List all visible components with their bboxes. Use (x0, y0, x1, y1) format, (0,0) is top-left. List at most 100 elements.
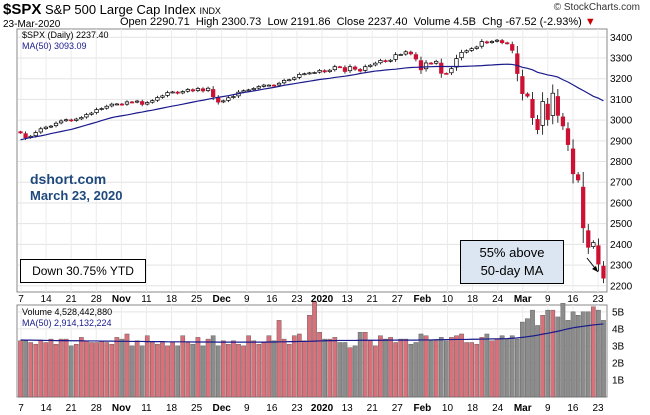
volume-bar (236, 343, 241, 398)
volume-bar (504, 338, 510, 398)
ytd-callout: Down 30.75% YTD (20, 259, 146, 283)
candle-body (175, 91, 180, 94)
volume-bar (580, 311, 586, 398)
candle-body (119, 103, 125, 106)
volume-bar (570, 311, 576, 398)
high-value: High 2300.73 (195, 16, 262, 28)
candle-body (160, 95, 165, 98)
volume-bar (43, 342, 49, 398)
volume-bar (514, 338, 520, 398)
volume-bar (337, 342, 343, 398)
volume-bar (124, 333, 130, 398)
volume-bar (393, 342, 398, 398)
volume-bar (165, 345, 170, 398)
candle-body (555, 96, 560, 116)
volume-tick-label: 1B (612, 375, 625, 386)
volume-bar (205, 338, 211, 398)
x-tick-label: 18 (467, 294, 479, 305)
candle-body (510, 44, 515, 51)
volume-bar (241, 345, 246, 398)
volume-bar (307, 315, 312, 398)
candle-body (287, 79, 292, 82)
candle-body (297, 74, 302, 78)
candle-body (398, 54, 403, 56)
candle-body (378, 60, 383, 64)
x-tick-label: 9 (244, 294, 250, 305)
ma-callout-line2: 50-day MA (480, 263, 544, 278)
candle-body (373, 62, 378, 66)
volume-bar (408, 343, 414, 398)
price-tick-label: 2400 (610, 240, 633, 251)
price-tick-label: 3400 (610, 33, 633, 44)
x-tick-label: 2020 (311, 403, 334, 414)
volume-bar (226, 343, 231, 398)
x-tick-label: 21 (66, 294, 78, 305)
candle-body (474, 46, 479, 49)
candle-body (393, 54, 398, 60)
candle-body (322, 70, 327, 73)
volume-bar (555, 316, 561, 398)
x-tick-label: 28 (91, 294, 103, 305)
candle-body (525, 93, 530, 97)
site-label: dshort.com (30, 171, 107, 187)
x-tick-label: 2020 (311, 294, 334, 305)
price-tick-label: 2700 (610, 178, 633, 189)
candle-body (170, 91, 175, 94)
volume-bar (560, 303, 566, 398)
candle-body (205, 87, 211, 91)
candle-body (211, 89, 216, 98)
candle-body (464, 50, 469, 53)
candle-body (145, 102, 150, 105)
candle-body (155, 97, 160, 101)
x-tick-label: 9 (244, 403, 250, 414)
volume-bar (317, 332, 322, 398)
volume-bar (195, 337, 201, 398)
volume-bar (58, 338, 64, 398)
candle-body (140, 101, 145, 105)
x-tick-label: Feb (414, 294, 432, 305)
volume-bar (347, 347, 353, 398)
callout-arrowhead (592, 266, 598, 272)
ohlc-summary: Open 2290.71 High 2300.73 Low 2191.86 Cl… (120, 16, 596, 28)
candle-body (33, 132, 38, 137)
candle-body (560, 116, 566, 127)
candle-body (515, 53, 520, 74)
volume-bar (53, 343, 59, 398)
x-tick-label: 23 (592, 294, 604, 305)
volume-bar (134, 340, 140, 398)
candle-body (601, 265, 606, 279)
volume-bar (585, 311, 591, 398)
volume-ma-legend-entry: MA(50) 2,914,132,224 (22, 318, 112, 328)
candle-body (337, 66, 343, 69)
volume-bar (464, 342, 469, 398)
x-tick-label: 10 (442, 403, 454, 414)
price-tick-label: 2900 (610, 136, 633, 147)
volume-bar (73, 343, 79, 398)
candle-body (292, 77, 297, 80)
volume-bar (550, 309, 556, 398)
candle-body (165, 92, 170, 96)
candle-body (550, 92, 555, 116)
quote-date: 23-Mar-2020 (3, 19, 61, 30)
candle-body (185, 89, 190, 92)
price-tick-label: 3000 (610, 116, 633, 127)
candle-body (246, 89, 251, 92)
x-tick-label: 28 (91, 403, 103, 414)
volume-bar (540, 315, 545, 398)
candle-body (43, 126, 49, 129)
volume-bar (378, 335, 383, 398)
candle-body (109, 103, 114, 107)
volume-bar (99, 340, 104, 398)
candle-body (403, 51, 408, 55)
volume-bar (530, 309, 535, 398)
volume-bar (251, 340, 257, 398)
brand-logo[interactable]: © StockCharts.com (553, 2, 640, 13)
x-tick-label: Feb (414, 403, 432, 414)
volume-bar (302, 340, 307, 398)
volume-bar (271, 340, 277, 398)
candle-body (281, 80, 287, 84)
volume-bar (383, 338, 388, 398)
candle-body (434, 60, 439, 64)
x-tick-label: Dec (213, 294, 232, 305)
